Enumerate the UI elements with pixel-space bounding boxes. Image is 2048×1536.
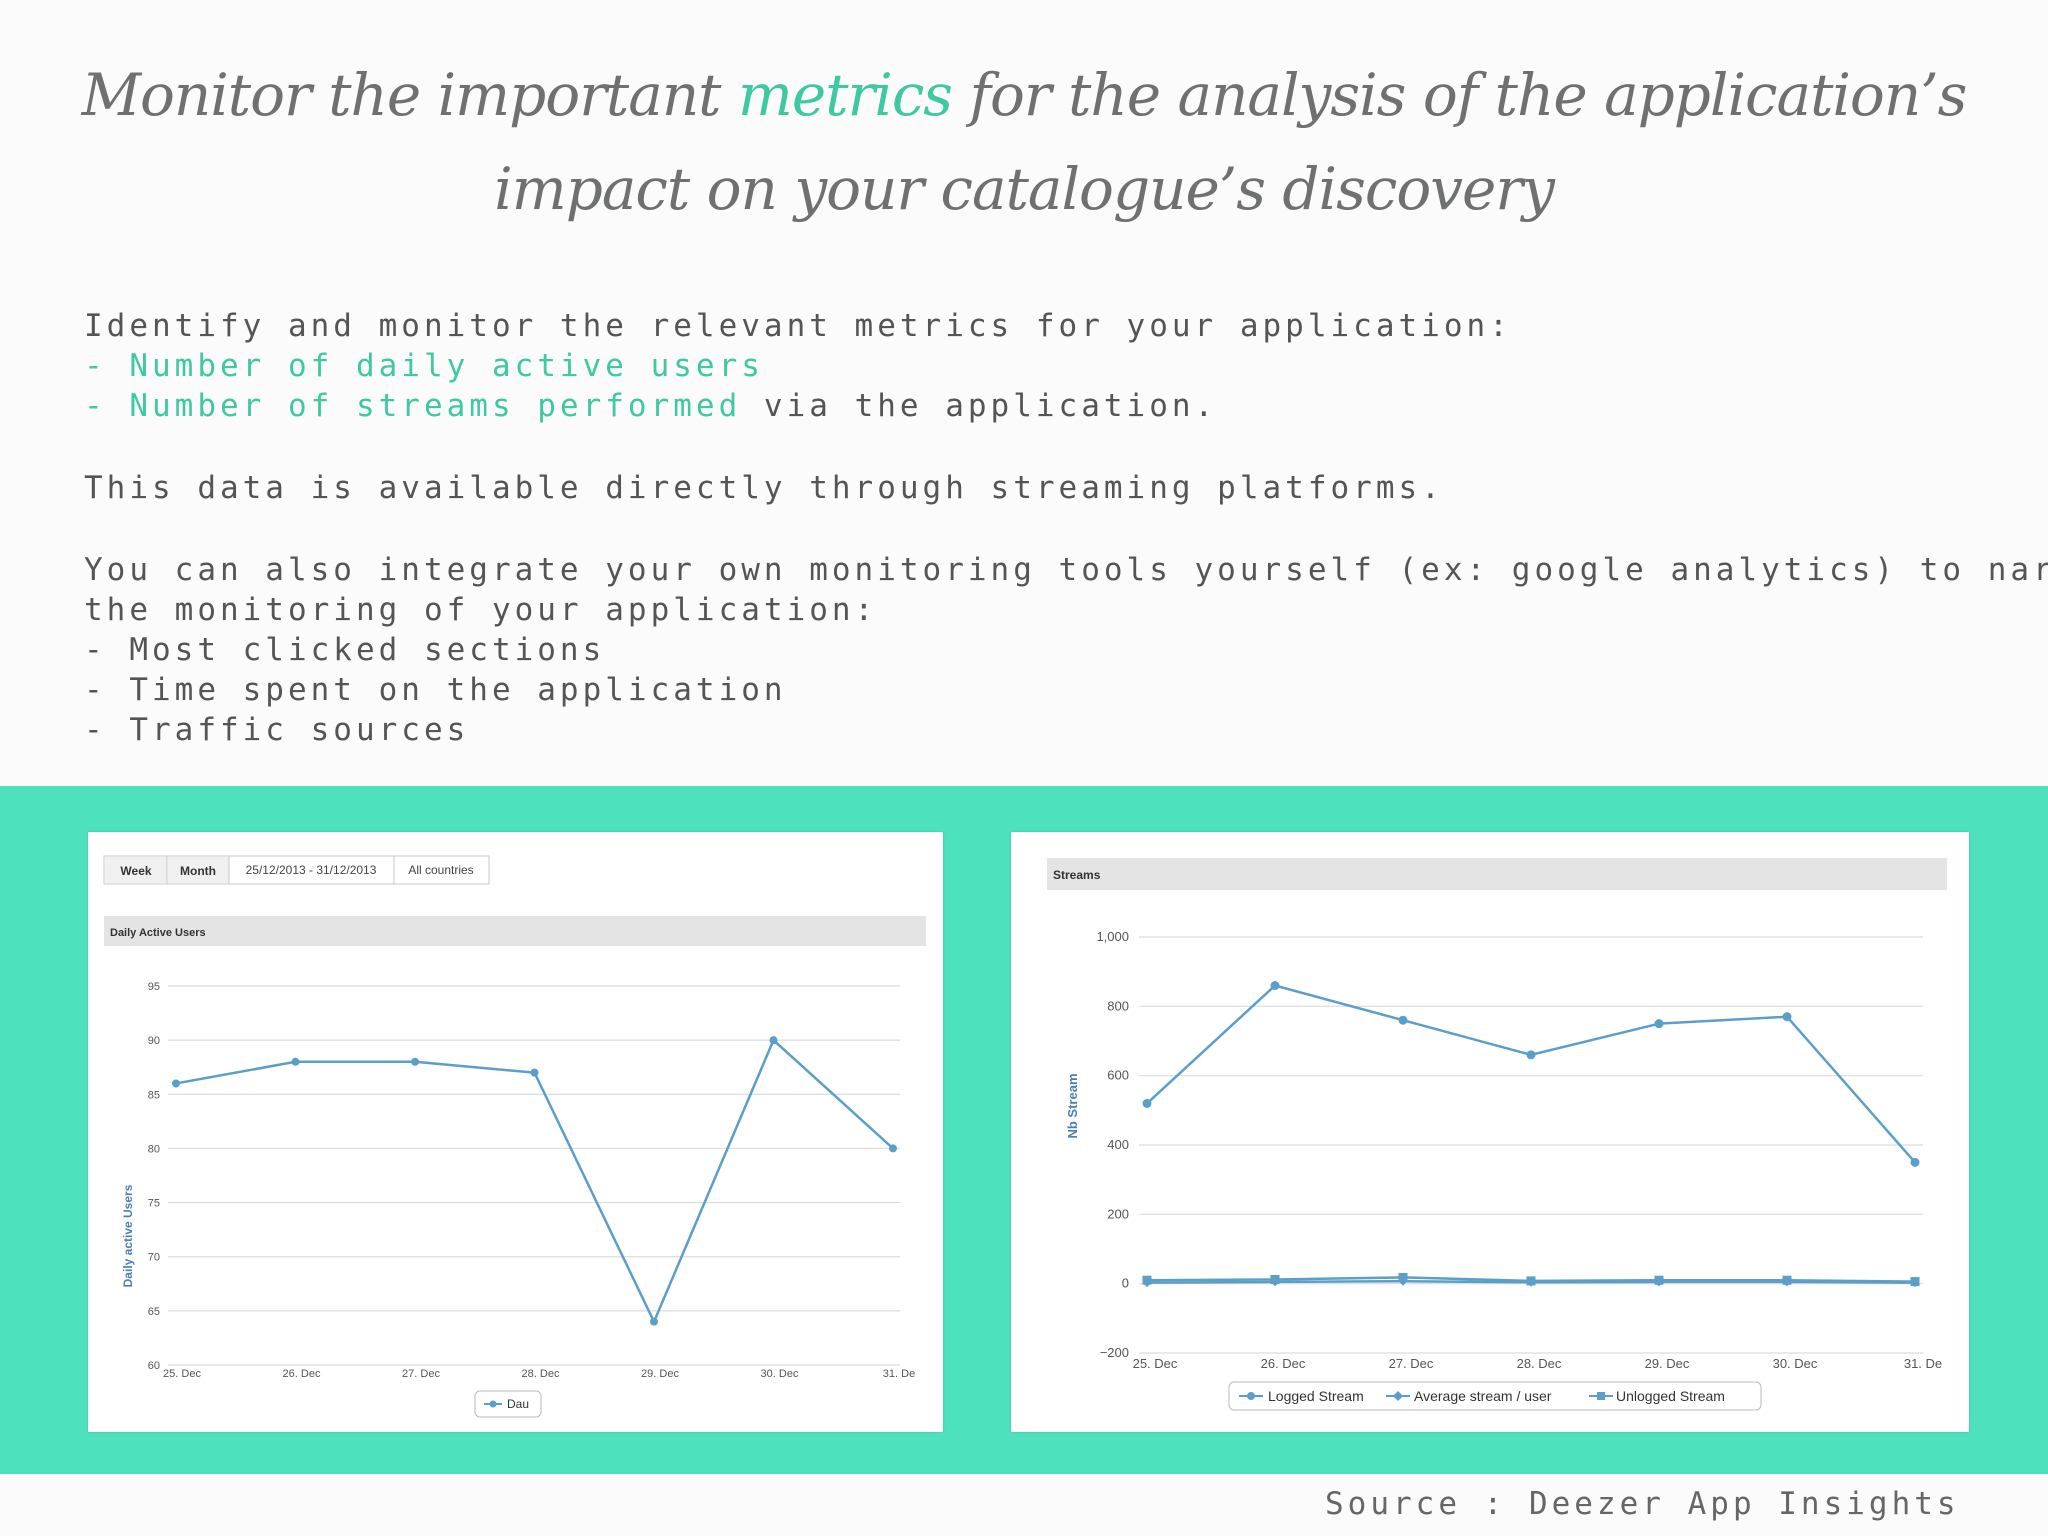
x-tick-label: 30. Dec [1773, 1356, 1818, 1371]
data-point[interactable] [1142, 1275, 1152, 1285]
x-tick-label: 27. Dec [1389, 1356, 1434, 1371]
x-tick-label: 30. Dec [761, 1368, 799, 1380]
x-tick-label: 28. Dec [522, 1368, 560, 1380]
metric-daily-users: - Number of daily active users [84, 348, 764, 384]
chart-title-bar [104, 916, 926, 946]
month-button[interactable] [168, 857, 229, 883]
y-tick-label: 70 [148, 1252, 160, 1264]
legend-label-average: Average stream / user [1414, 1388, 1552, 1404]
date-range-label[interactable]: 25/12/2013 - 31/12/2013 [246, 863, 377, 877]
legend-label-unlogged: Unlogged Stream [1616, 1388, 1725, 1404]
data-point[interactable] [889, 1144, 897, 1153]
data-point[interactable] [1526, 1050, 1536, 1060]
x-tick-label: 25. Dec [163, 1368, 201, 1380]
x-tick-label: 26. Dec [1261, 1356, 1306, 1371]
legend: Logged Stream Average stream / user Unlo… [1228, 1381, 1762, 1411]
chart-title: Streams [1053, 868, 1101, 882]
month-label: Month [180, 864, 216, 878]
data-point[interactable] [172, 1079, 180, 1088]
legend: Dau [474, 1390, 542, 1418]
integrate-line-2: the monitoring of your application: [84, 592, 878, 628]
x-tick-label: 31. De [883, 1368, 915, 1380]
metric-streams: - Number of streams performed [84, 388, 742, 424]
data-point[interactable] [1526, 1276, 1536, 1286]
y-tick-label: 95 [148, 981, 160, 993]
y-tick-label: 75 [148, 1198, 160, 1210]
y-axis-label: Daily active Users [121, 1184, 135, 1287]
title-part-2: for the analysis of the application’s im… [494, 61, 1967, 223]
legend-marker-average [1393, 1391, 1403, 1401]
chart-title-bar [1047, 858, 1947, 890]
title-accent-word: metrics [737, 61, 953, 129]
x-tick-label: 26. Dec [283, 1368, 321, 1380]
availability-line: This data is available directly through … [84, 470, 1444, 506]
y-tick-label: 65 [148, 1306, 160, 1318]
y-tick-label: 800 [1107, 998, 1129, 1013]
country-filter-label[interactable]: All countries [408, 863, 473, 877]
y-tick-label: 60 [148, 1360, 160, 1372]
chart-title: Daily Active Users [110, 927, 206, 939]
y-tick-label: 400 [1107, 1137, 1129, 1152]
x-tick-label: 27. Dec [402, 1368, 440, 1380]
data-point[interactable] [1782, 1012, 1792, 1022]
week-label: Week [120, 864, 151, 878]
data-point[interactable] [1782, 1275, 1792, 1285]
streams-chart-panel: Streams Nb Stream −200 0 200 400 600 800 1,000… [1011, 832, 1969, 1432]
date-toolbar: Week Month 25/12/2013 - 31/12/2013 All c… [103, 855, 490, 885]
data-point[interactable] [411, 1057, 419, 1066]
page-title: Monitor the important metrics for the an… [40, 48, 2008, 236]
title-part-1: Monitor the important [81, 61, 738, 129]
week-button[interactable] [105, 857, 167, 883]
body-text: Identify and monitor the relevant metric… [84, 306, 2048, 750]
bullet-most-clicked: - Most clicked sections [84, 632, 606, 668]
x-tick-label: 29. Dec [1645, 1356, 1690, 1371]
legend-label-dau: Dau [507, 1397, 529, 1411]
data-point[interactable] [291, 1057, 300, 1066]
data-point[interactable] [650, 1317, 658, 1326]
y-tick-label: 1,000 [1096, 929, 1129, 944]
data-point[interactable] [1654, 1019, 1664, 1029]
data-point[interactable] [1398, 1272, 1408, 1282]
y-tick-label: 80 [148, 1143, 160, 1155]
integrate-line-1: You can also integrate your own monitori… [84, 552, 2048, 588]
legend-marker-logged [1247, 1392, 1255, 1400]
y-tick-label: −200 [1100, 1345, 1129, 1360]
x-tick-label: 31. De [1904, 1356, 1942, 1371]
data-point[interactable] [769, 1036, 778, 1045]
data-point[interactable] [1270, 981, 1280, 991]
x-tick-label: 29. Dec [641, 1368, 679, 1380]
x-tick-label: 25. Dec [1133, 1356, 1178, 1371]
data-point[interactable] [1910, 1277, 1920, 1287]
y-tick-label: 90 [148, 1035, 160, 1047]
y-tick-label: 85 [148, 1089, 160, 1101]
series-line [175, 1038, 894, 1325]
intro-line: Identify and monitor the relevant metric… [84, 308, 1512, 344]
y-tick-label: 600 [1107, 1068, 1129, 1083]
series-line [1146, 984, 1916, 1164]
metric-streams-line: - Number of streams performed via the ap… [84, 386, 2004, 426]
metric-streams-suffix: via the application. [741, 388, 1218, 424]
y-tick-label: 200 [1107, 1206, 1129, 1221]
y-tick-label: 0 [1122, 1276, 1129, 1291]
dau-chart: Week Month 25/12/2013 - 31/12/2013 All c… [103, 855, 926, 1418]
bullet-traffic-sources: - Traffic sources [84, 712, 470, 748]
x-tick-label: 28. Dec [1517, 1356, 1562, 1371]
data-point[interactable] [1910, 1157, 1920, 1167]
legend-label-logged: Logged Stream [1268, 1388, 1364, 1404]
data-point[interactable] [1270, 1275, 1280, 1285]
legend-marker-dau [489, 1400, 497, 1408]
dau-chart-panel: Week Month 25/12/2013 - 31/12/2013 All c… [88, 832, 943, 1432]
y-axis-label: Nb Stream [1065, 1073, 1080, 1138]
bullet-time-spent: - Time spent on the application [84, 672, 787, 708]
data-point[interactable] [1142, 1098, 1152, 1108]
streams-chart: Streams Nb Stream −200 0 200 400 600 800 1,000… [1047, 858, 1947, 1411]
legend-marker-unlogged [1597, 1392, 1605, 1400]
data-point[interactable] [530, 1068, 539, 1077]
data-point[interactable] [1654, 1275, 1664, 1285]
data-point[interactable] [1398, 1015, 1408, 1025]
source-caption: Source : Deezer App Insights [1325, 1486, 1960, 1522]
